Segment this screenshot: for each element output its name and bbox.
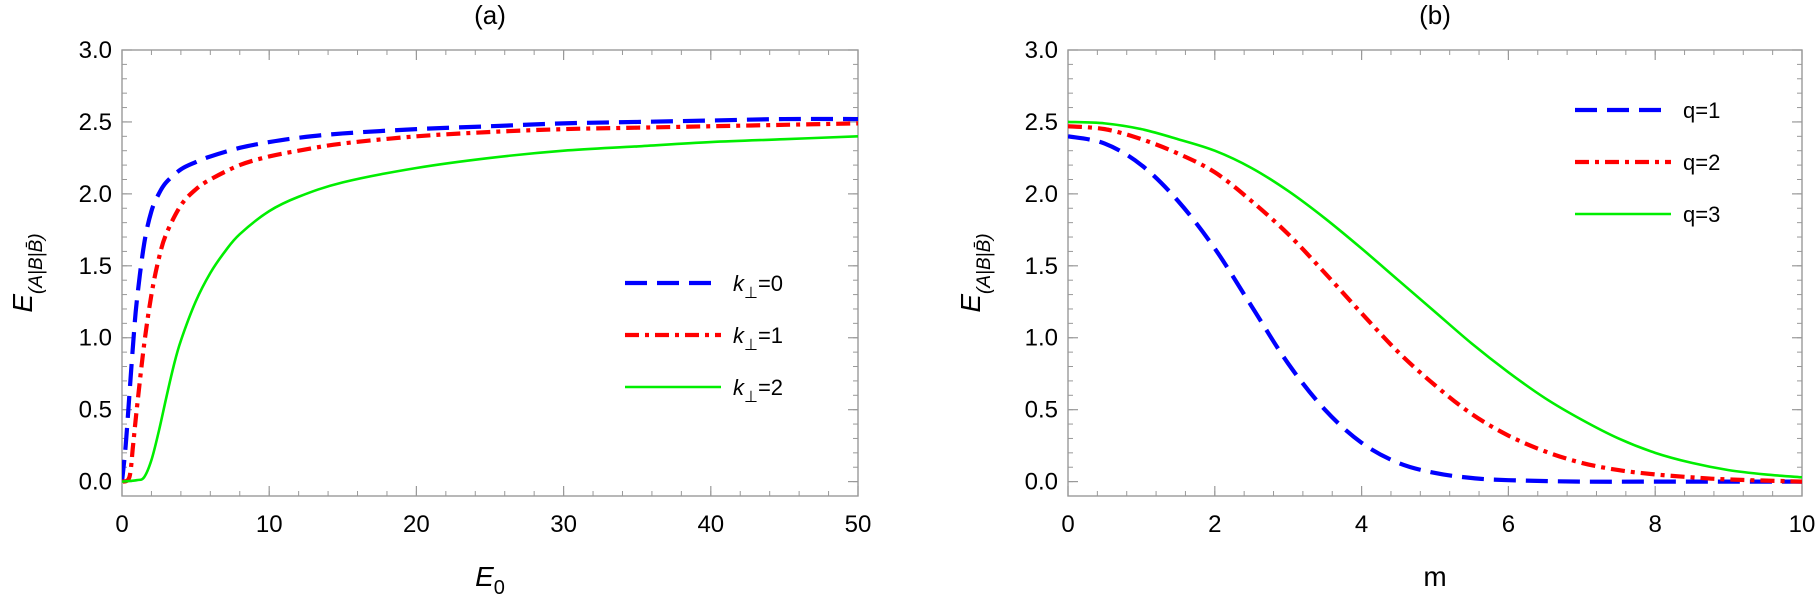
x-axis-label-main: E (475, 561, 494, 592)
series-line-0 (122, 116, 858, 482)
legend-label-sub: ⊥ (744, 285, 758, 302)
x-tick-label: 10 (1789, 511, 1816, 538)
x-tick-label: 10 (256, 511, 283, 538)
y-axis-label: E(A|B|B̄) (7, 233, 47, 312)
y-tick-label: 3.0 (1025, 37, 1058, 64)
y-tick-label: 0.0 (1025, 469, 1058, 496)
series-group (122, 116, 858, 484)
legend-label: k⊥=0 (733, 271, 783, 302)
y-axis-label: E(A|B|B̄) (955, 233, 995, 312)
y-axis-label-main: E (955, 294, 986, 313)
legend-label: k⊥=2 (733, 375, 783, 406)
plot-frame (1067, 49, 1803, 497)
y-tick-label: 0.0 (79, 469, 112, 496)
legend-label-sub: ⊥ (744, 337, 758, 354)
legend-label-base: k (733, 271, 745, 296)
y-tick-label: 0.5 (1025, 397, 1058, 424)
x-axis-label: E0 (475, 561, 505, 596)
x-axis-label-main: m (1423, 561, 1446, 592)
plot-frame (121, 49, 859, 497)
legend-label-base: k (733, 323, 745, 348)
legend-label-sub: ⊥ (744, 389, 758, 406)
y-tick-label: 1.5 (1025, 253, 1058, 280)
legend: q=1 q=2 q=3 (1575, 98, 1720, 227)
x-axis-label: m (1423, 561, 1446, 592)
chart-panel-1: 0 2 4 6 8 10 0.0 0.5 1.0 1.5 2.0 2.5 3.0 (b) m E(A|B|B̄… (955, 0, 1815, 592)
x-tick-label: 2 (1208, 511, 1221, 538)
series-line-2 (122, 135, 858, 483)
legend-label-base: k (733, 375, 745, 400)
y-axis-label-sub: (A|B|B̄) (26, 233, 47, 294)
x-tick-label: 30 (550, 511, 577, 538)
y-tick-label: 3.0 (79, 37, 112, 64)
legend-label: q=2 (1683, 150, 1720, 175)
y-tick-label: 0.5 (79, 397, 112, 424)
y-tick-label: 1.0 (1025, 325, 1058, 352)
legend-label-suffix: =2 (758, 375, 783, 400)
x-axis-label-sub: 0 (494, 577, 505, 596)
series-group (1068, 120, 1802, 484)
x-tick-label: 50 (845, 511, 872, 538)
y-tick-label: 2.0 (79, 181, 112, 208)
series-line-1 (122, 121, 858, 484)
x-tick-label: 4 (1355, 511, 1368, 538)
y-tick-label: 2.0 (1025, 181, 1058, 208)
panel-title: (b) (1419, 0, 1451, 30)
y-tick-label: 1.5 (79, 253, 112, 280)
x-tick-label: 20 (403, 511, 430, 538)
legend-label: k⊥=1 (733, 323, 783, 354)
legend-label: q=3 (1683, 202, 1720, 227)
legend-label-suffix: =0 (758, 271, 783, 296)
x-tick-label: 0 (1061, 511, 1074, 538)
x-tick-label: 40 (697, 511, 724, 538)
legend: k⊥=0k⊥=1k⊥=2 (625, 271, 783, 406)
x-tick-label: 0 (115, 511, 128, 538)
y-axis-label-sub: (A|B|B̄) (974, 233, 995, 294)
y-tick-label: 2.5 (1025, 109, 1058, 136)
x-tick-label: 8 (1649, 511, 1662, 538)
panel-title: (a) (474, 0, 506, 30)
chart-panel-0: 0 10 20 30 40 500.00.51.01.52.02.53.0(a)E0E(A… (7, 0, 871, 596)
y-tick-label: 1.0 (79, 325, 112, 352)
x-tick-label: 6 (1502, 511, 1515, 538)
y-axis-label-main: E (7, 294, 38, 313)
series-line-2 (1068, 120, 1802, 479)
legend-label: q=1 (1683, 98, 1720, 123)
y-tick-label: 2.5 (79, 109, 112, 136)
series-line-0 (1068, 134, 1802, 484)
series-line-1 (1068, 124, 1802, 484)
legend-label-suffix: =1 (758, 323, 783, 348)
